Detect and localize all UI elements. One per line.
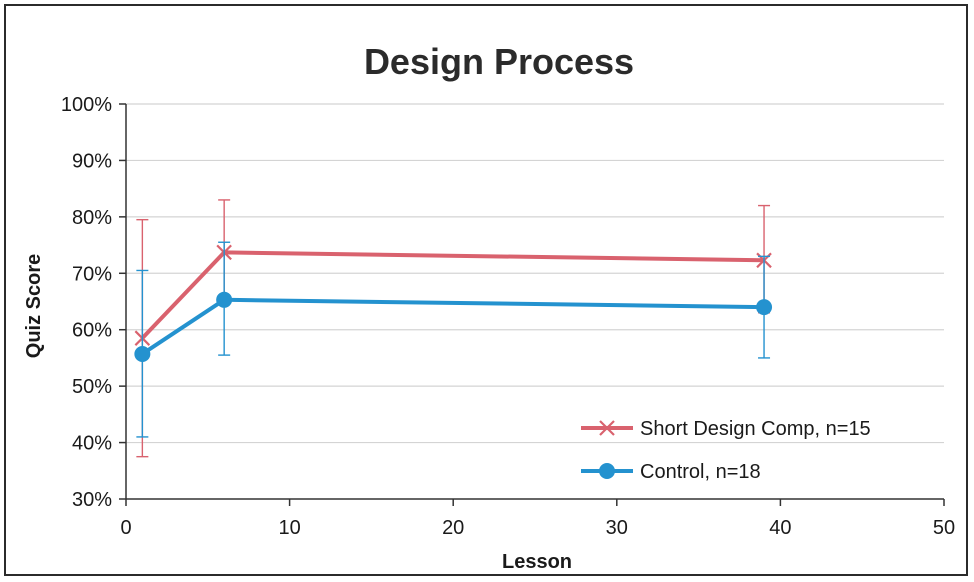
legend-item-1: Short Design Comp, n=15 [581, 418, 871, 440]
chart-svg: Design Process 30% 40% 50% 60% 70% 80% 90% 100%… [23, 41, 955, 573]
chart-frame: Design Process 30% 40% 50% 60% 70% 80% 90% 100%… [4, 4, 968, 576]
x-tick-label: 20 [442, 517, 464, 539]
y-tick-label: 80% [72, 207, 112, 229]
y-tick-label: 30% [72, 489, 112, 511]
circle-marker [134, 345, 151, 362]
legend-label: Control, n=18 [640, 461, 761, 483]
y-axis-label: Quiz Score [23, 254, 45, 358]
circle-marker [756, 299, 773, 316]
legend-swatch-marker [599, 420, 615, 436]
x-tick-label: 0 [120, 517, 131, 539]
x-axis-label: Lesson [502, 551, 572, 573]
data-point [756, 299, 773, 316]
y-tick-label: 70% [72, 263, 112, 285]
y-tick-label: 100% [61, 94, 112, 116]
legend-item-2: Control, n=18 [581, 461, 761, 483]
series-2 [134, 241, 773, 438]
y-tick-label: 90% [72, 150, 112, 172]
circle-marker [599, 463, 615, 479]
y-tick-label: 50% [72, 376, 112, 398]
x-tick-label: 10 [278, 517, 300, 539]
chart-title: Design Process [364, 41, 634, 82]
y-tick-label: 60% [72, 320, 112, 342]
y-tick-label: 40% [72, 433, 112, 455]
circle-marker [216, 291, 233, 308]
series-layer [134, 199, 773, 458]
x-tick-label: 50 [933, 517, 955, 539]
series-line [140, 250, 765, 340]
x-tick-label: 40 [769, 517, 791, 539]
data-point [134, 345, 151, 362]
x-tick-label: 30 [606, 517, 628, 539]
grid-layer [126, 103, 944, 444]
series-line [141, 297, 765, 356]
data-point [216, 291, 233, 308]
legend: Short Design Comp, n=15 Control, n=18 [581, 418, 871, 483]
legend-swatch-marker [599, 463, 615, 479]
legend-label: Short Design Comp, n=15 [640, 418, 871, 440]
x-marker-stroke [599, 420, 615, 436]
axes-layer: 30% 40% 50% 60% 70% 80% 90% 100% 0 10 20 30 40 50 [61, 94, 955, 539]
